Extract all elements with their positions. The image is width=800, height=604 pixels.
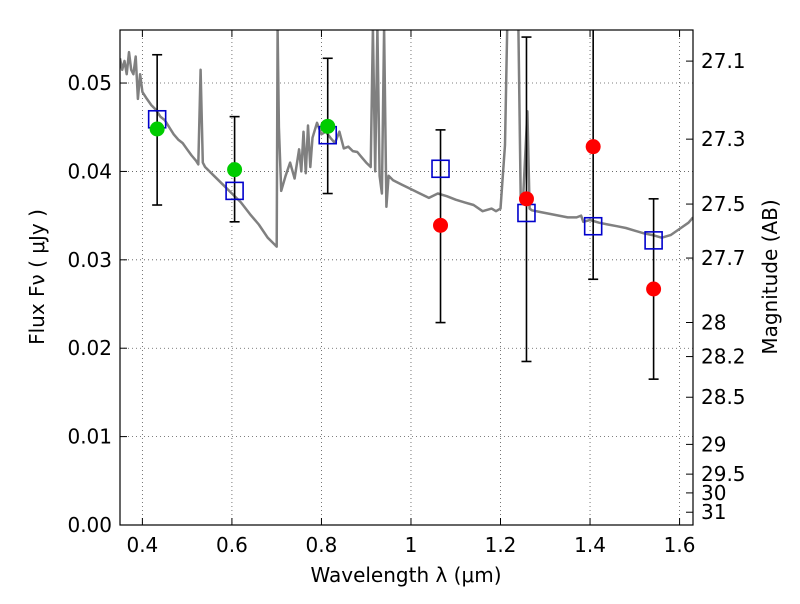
model-square <box>431 159 450 179</box>
x-tick-label: 0.6 <box>216 533 248 557</box>
y-tick-label: 0.03 <box>67 248 112 272</box>
y-tick-label: 0.01 <box>67 425 112 449</box>
x-tick-label: 1.2 <box>485 533 517 557</box>
red-data-point <box>646 281 662 297</box>
right-tick-label: 30 <box>701 481 726 505</box>
plot-frame <box>119 29 694 526</box>
tick-layer <box>120 30 693 526</box>
model-square <box>644 231 663 250</box>
y-axis-label: Flux Fν ( μJy ) <box>25 209 49 345</box>
y-tick-label: 0.02 <box>67 336 112 360</box>
right-y-axis-label: Magnitude (AB) <box>758 199 782 354</box>
x-tick-label: 1.6 <box>664 533 696 557</box>
red-data-point <box>585 139 601 155</box>
spectrum-layer <box>120 30 693 248</box>
grid-layer <box>120 30 693 526</box>
model-square <box>583 216 603 236</box>
x-axis-label: Wavelength λ (μm) <box>310 563 501 587</box>
green-data-point <box>320 118 336 134</box>
plot-area <box>120 30 693 380</box>
y-tick-label: 0.05 <box>67 71 112 95</box>
red-data-point <box>433 217 449 233</box>
green-data-point <box>149 121 165 137</box>
y-tick-label: 0.00 <box>67 513 112 537</box>
red-data-point <box>518 191 534 207</box>
y-tick-labels: 0.00 0.01 0.02 0.03 0.04 0.05 <box>67 71 112 537</box>
right-tick-label: 29 <box>701 432 726 456</box>
right-tick-label: 31 <box>701 500 726 524</box>
right-tick-label: 28.5 <box>701 385 746 409</box>
right-tick-label: 28.2 <box>701 345 746 369</box>
right-tick-label: 27.1 <box>701 49 746 73</box>
right-tick-label: 27.5 <box>701 192 746 216</box>
model-square-layer <box>147 109 663 250</box>
x-tick-label: 1 <box>405 533 418 557</box>
right-tick-label: 28 <box>701 311 726 335</box>
x-tick-label: 0.4 <box>126 533 158 557</box>
right-tick-label: 27.7 <box>701 246 746 270</box>
errorbar-layer <box>152 30 659 380</box>
right-tick-label: 27.3 <box>701 127 746 151</box>
x-tick-label: 0.8 <box>306 533 338 557</box>
x-tick-labels: 0.4 0.6 0.8 1 1.2 1.4 1.6 <box>126 533 695 557</box>
y-tick-label: 0.04 <box>67 159 112 183</box>
spectrum-line <box>120 30 693 248</box>
right-tick-label: 29.5 <box>701 462 746 486</box>
data-point-layer <box>149 118 662 297</box>
x-tick-label: 1.4 <box>574 533 606 557</box>
model-square <box>225 181 244 201</box>
green-data-point <box>227 162 243 178</box>
